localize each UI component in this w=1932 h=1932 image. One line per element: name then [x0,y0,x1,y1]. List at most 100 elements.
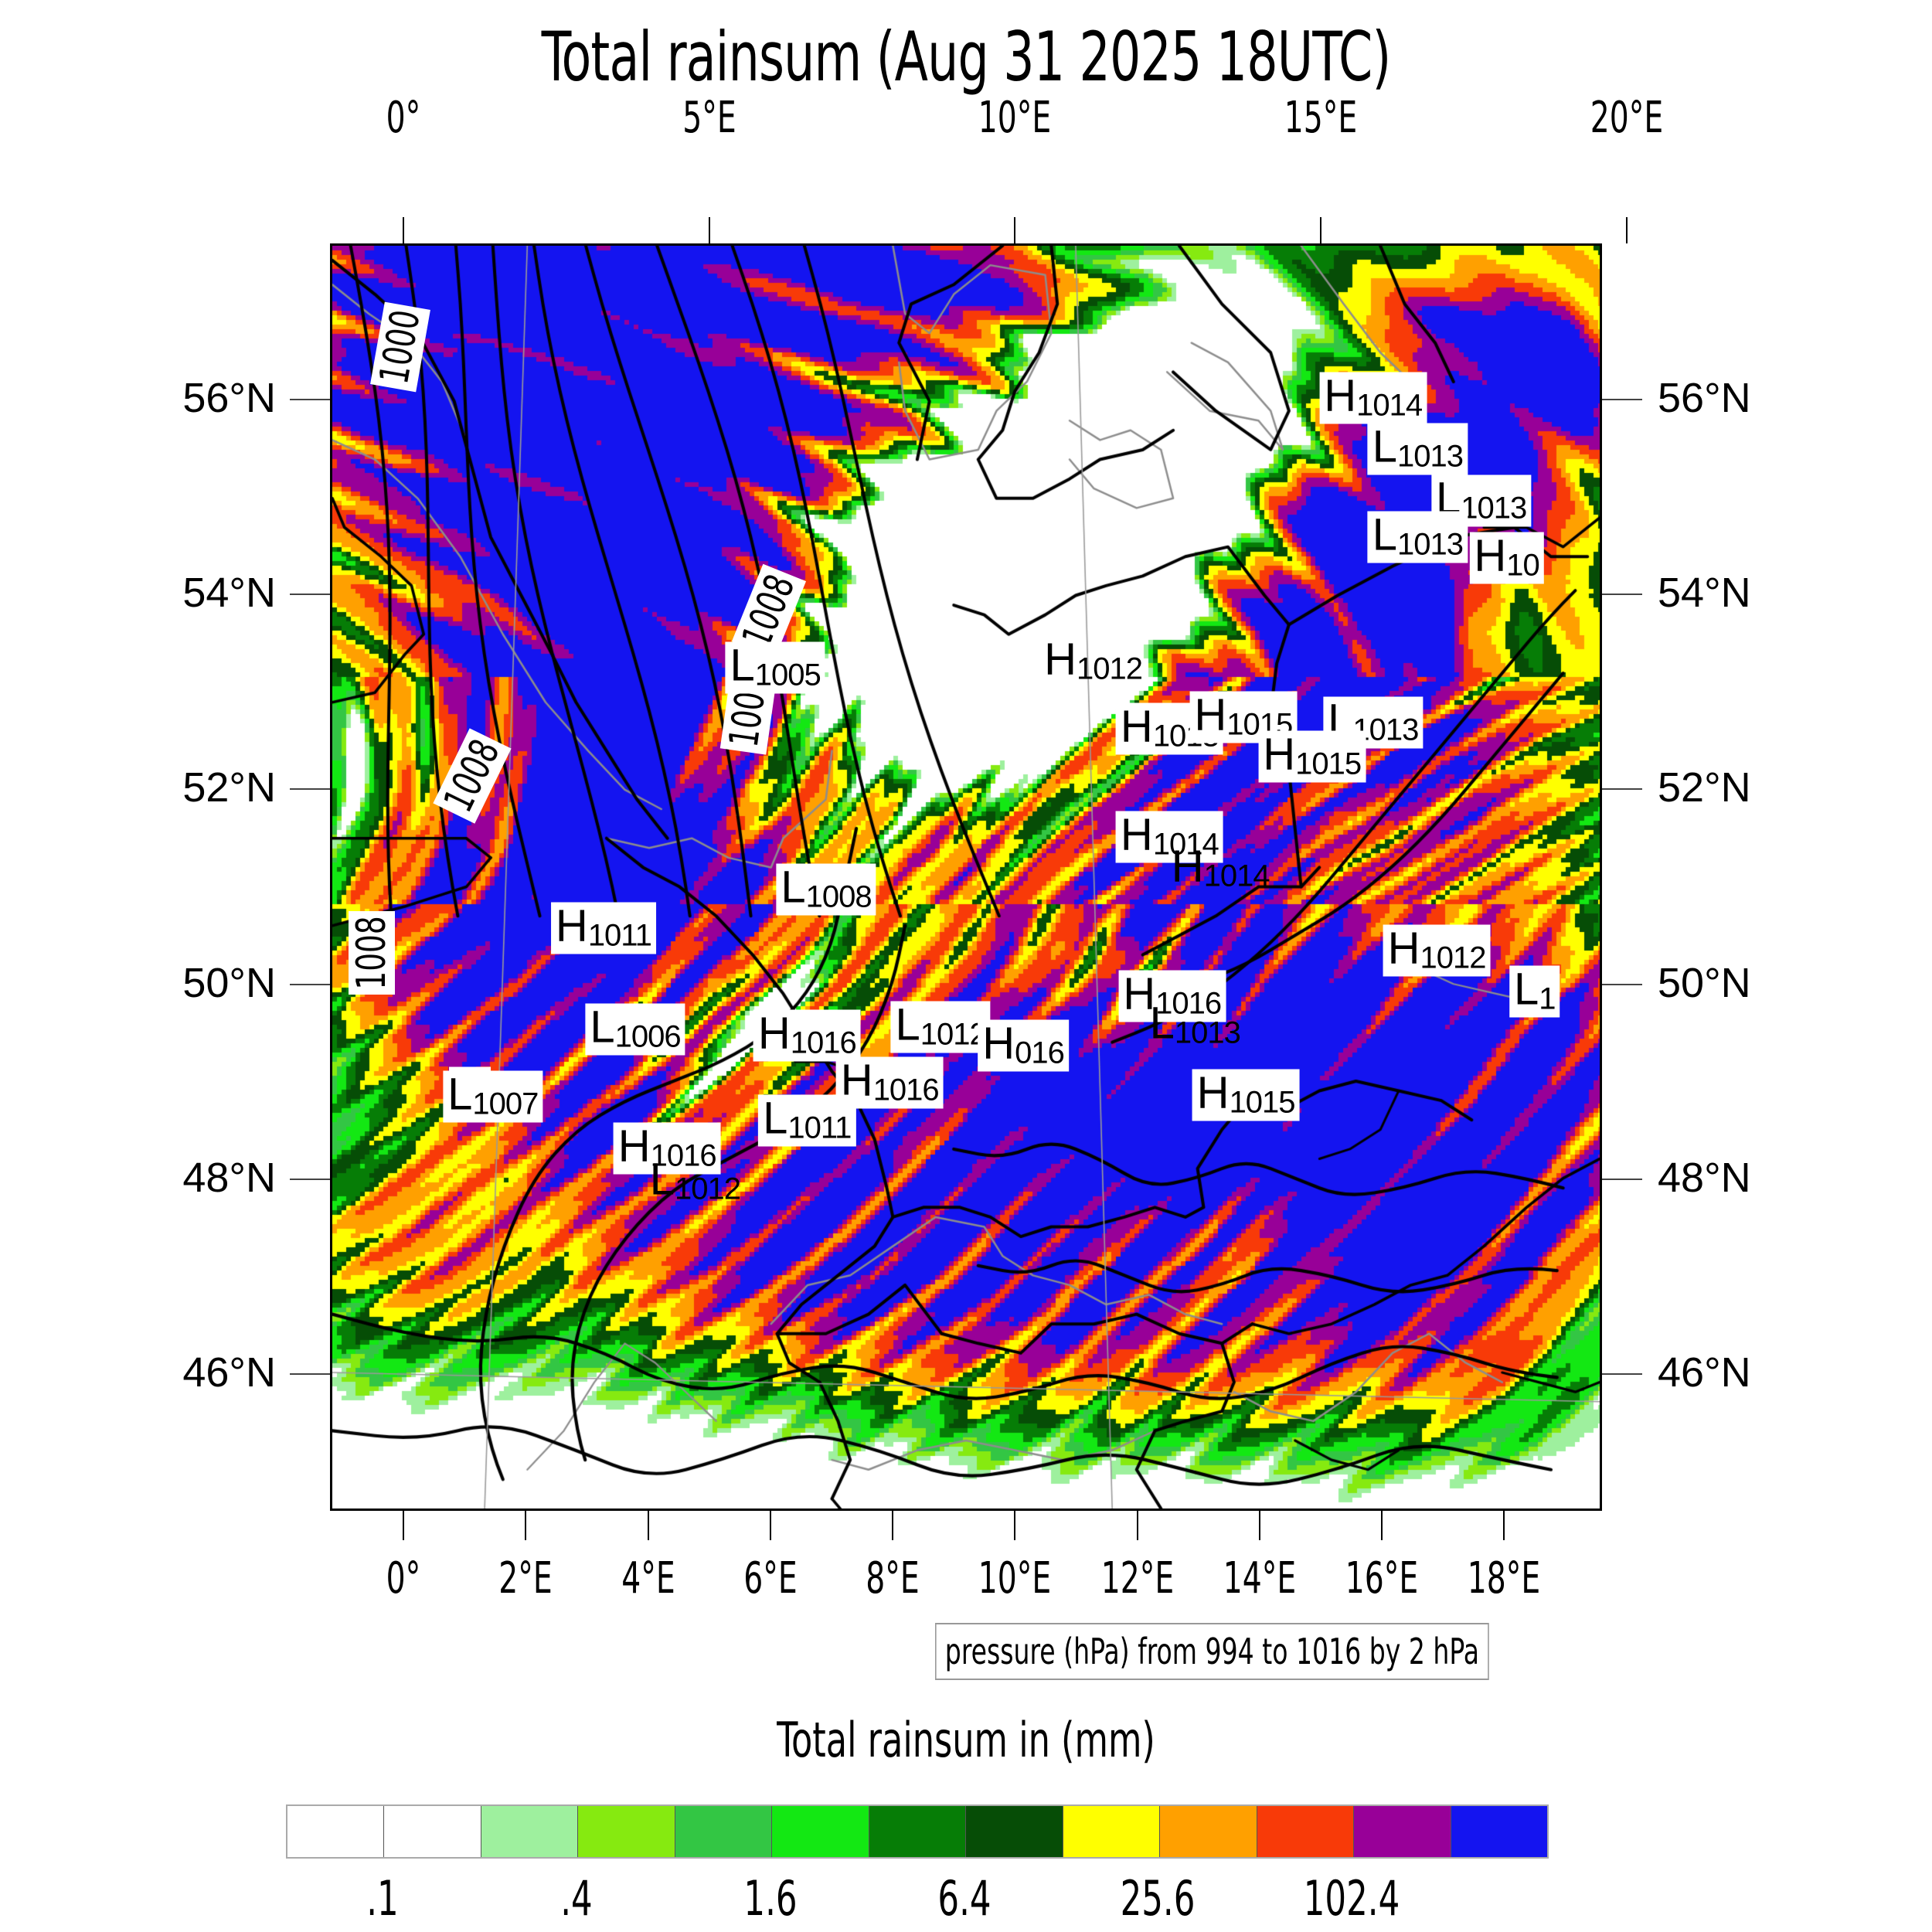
lon-label-bottom: 6°E [743,1553,798,1604]
pressure-centre-value: 1008 [805,879,872,914]
lon-label-bottom: 4°E [621,1553,675,1604]
pressure-centre-type: L [1513,964,1539,1015]
lat-tick-right [1602,788,1642,791]
lon-tick-top [708,217,710,243]
pressure-centre-label: L1 [1509,964,1560,1018]
pressure-caption: pressure (hPa) from 994 to 1016 by 2 hPa [935,1623,1489,1680]
colorbar-segment [772,1806,869,1857]
pressure-centre-type: L [1149,998,1175,1049]
pressure-centre-label: H1016 [753,1009,861,1062]
map-panel: 1000 1008 1008 1008 1008 L1005 H1012 H1014 L1013… [330,243,1602,1511]
pressure-centre-type: L [649,1154,675,1205]
pressure-centre-value: 016 [1015,1036,1065,1070]
pressure-centre-value: 1015 [1295,747,1362,781]
lon-tick-bottom [1014,1511,1016,1540]
lat-label-right: 50°N [1658,959,1751,1006]
lon-label-bottom: 16°E [1345,1553,1419,1604]
pressure-centre-value: 1016 [1155,986,1222,1021]
pressure-centre-value: 1011 [787,1111,852,1145]
lat-tick-right [1602,1373,1642,1376]
lon-tick-bottom [1258,1511,1260,1540]
pressure-centre-label: L1006 [585,1003,685,1056]
pressure-centre-value: 1012 [1420,940,1486,975]
colorbar-segment [675,1806,773,1857]
pressure-centre-label: L1008 [776,862,876,916]
pressure-centre-type: H [617,1121,651,1172]
lat-tick-left [290,983,330,985]
pressure-centre-value: 1006 [614,1019,682,1054]
lat-label-left: 48°N [182,1155,276,1202]
pressure-centre-label: H1011 [550,900,656,954]
lat-label-right: 48°N [1658,1155,1751,1202]
pressure-centre-label: L1012 [890,999,991,1053]
lon-tick-bottom [1381,1511,1383,1540]
colorbar [286,1804,1549,1859]
pressure-centre-value: 1 [1539,981,1556,1016]
lon-tick-bottom [892,1511,894,1540]
pressure-centre-label: L1013 [1367,511,1468,563]
pressure-centre-label: H1012 [1039,636,1147,688]
colorbar-segment [1354,1806,1451,1857]
pressure-centre-type: L [781,862,806,913]
pressure-centre-label: H1014 [1167,842,1274,894]
lat-label-right: 52°N [1658,764,1751,811]
pressure-centre-label: H1014 [1319,372,1427,424]
lat-tick-left [290,1179,330,1181]
pressure-centre-value: 1005 [754,658,821,692]
lat-tick-right [1602,398,1642,400]
lon-label-bottom: 10°E [978,1553,1052,1604]
pressure-centre-type: H [1120,701,1153,752]
lat-tick-right [1602,1179,1642,1181]
lat-tick-left [290,594,330,596]
pressure-centre-type: H [1194,689,1227,740]
colorbar-segment [966,1806,1063,1857]
pressure-centre-value: 1013 [1396,439,1464,474]
lat-tick-left [290,1373,330,1376]
pressure-centre-label: L1012 [645,1155,745,1207]
pressure-centre-label: H1014 [1115,811,1223,863]
lat-label-right: 54°N [1658,570,1751,617]
pressure-centre-type: H [1263,729,1296,780]
lat-label-left: 46°N [182,1349,276,1396]
pressure-centre-type: H [1123,968,1156,1019]
lon-label-top: 10°E [978,93,1052,143]
colorbar-segment [1160,1806,1257,1857]
pressure-centre-value: 1013 [1174,1015,1241,1050]
pressure-centre-label: H1015 [1258,729,1366,783]
pressure-centre-label: H016 [978,1019,1069,1072]
colorbar-label: 6.4 [937,1870,992,1927]
lat-label-left: 52°N [182,764,276,811]
lat-tick-right [1602,983,1642,985]
pressure-centre-type: H [1324,370,1357,421]
lat-tick-left [290,788,330,791]
pressure-centre-label: L1013 [1145,999,1245,1051]
pressure-centre-value: 1012 [675,1172,741,1206]
colorbar-title: Total rainsum in (mm) [777,1712,1155,1768]
pressure-centre-label: H1015 [1192,1069,1300,1121]
pressure-centre-type: L [447,1069,473,1120]
lon-tick-top [1625,217,1628,243]
colorbar-label: .4 [560,1870,593,1927]
lon-tick-bottom [647,1511,649,1540]
pressure-centre-value: 1013 [1461,491,1527,526]
lat-label-left: 54°N [182,570,276,617]
pressure-centre-label: H10 [1469,530,1544,584]
colorbar-segment [384,1806,481,1857]
pressure-centre-value: 1011 [587,918,652,953]
colorbar-segment [578,1806,675,1857]
lon-tick-bottom [402,1511,404,1540]
colorbar-segment [1257,1806,1355,1857]
pressure-centre-value: 1007 [472,1087,539,1121]
lon-tick-bottom [1503,1511,1505,1540]
pressure-centre-value: 1012 [920,1017,987,1052]
pressure-centre-value: 1014 [1356,388,1423,423]
colorbar-label: 102.4 [1303,1870,1400,1927]
pressure-centre-type: H [555,900,588,951]
pressure-centre-type: H [1474,530,1507,581]
lon-tick-bottom [1136,1511,1138,1540]
pressure-centre-label: L1005 [725,641,825,694]
pressure-centre-value: 1014 [1152,827,1219,862]
pressure-centre-label: L1007 [443,1069,543,1123]
colorbar-label: 1.6 [743,1870,798,1927]
pressure-centre-type: L [895,999,920,1050]
